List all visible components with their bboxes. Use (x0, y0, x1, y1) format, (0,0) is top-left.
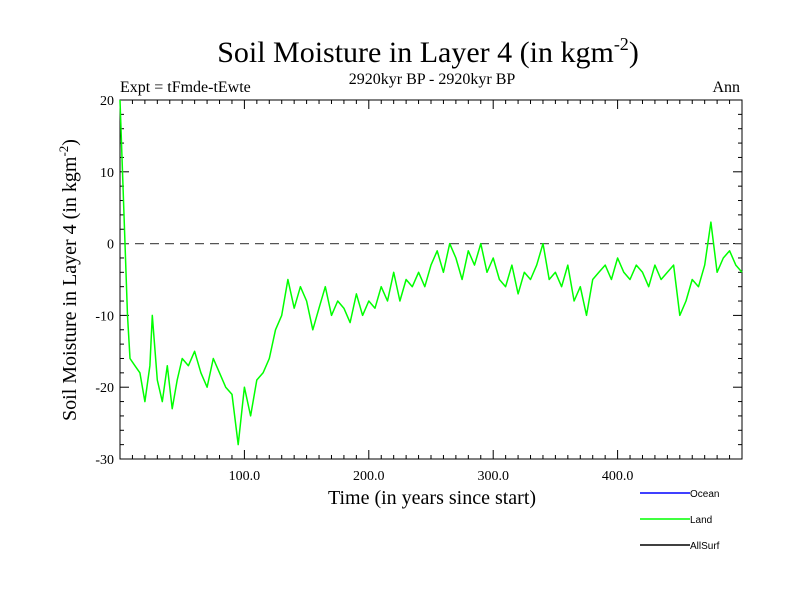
axis-ticks (120, 99, 742, 460)
x-axis-label: Time (in years since start) (328, 487, 536, 509)
y-tick-label: 20 (100, 94, 114, 109)
axis-tick-labels: 20 10 0 -10 -20 -30 100.0 200.0 300.0 400.0 (95, 94, 633, 484)
expt-label: Expt = tFmde-tEwte (120, 79, 251, 96)
x-tick-label: 200.0 (353, 469, 385, 484)
legend: Ocean Land AllSurf (640, 489, 720, 552)
y-axis-label: Soil Moisture in Layer 4 (in kgm-2) (56, 139, 81, 421)
y-tick-label: -10 (95, 309, 114, 324)
y-tick-label: -30 (95, 453, 114, 468)
x-tick-label: 300.0 (477, 469, 509, 484)
y-tick-label: 10 (100, 166, 114, 181)
x-tick-label: 400.0 (602, 469, 634, 484)
plot-frame (119, 99, 743, 460)
chart-title: Soil Moisture in Layer 4 (in kgm-2) (217, 34, 639, 69)
period-label: 2920kyr BP - 2920kyr BP (349, 71, 516, 88)
y-tick-label: 0 (107, 238, 114, 253)
series-line-land (119, 99, 743, 446)
season-label: Ann (712, 79, 740, 96)
legend-label-ocean: Ocean (690, 489, 719, 500)
y-tick-label: -20 (95, 381, 114, 396)
legend-label-land: Land (690, 515, 712, 526)
legend-label-allsurf: AllSurf (690, 541, 720, 552)
x-tick-label: 100.0 (229, 469, 261, 484)
series-layer (119, 99, 743, 446)
